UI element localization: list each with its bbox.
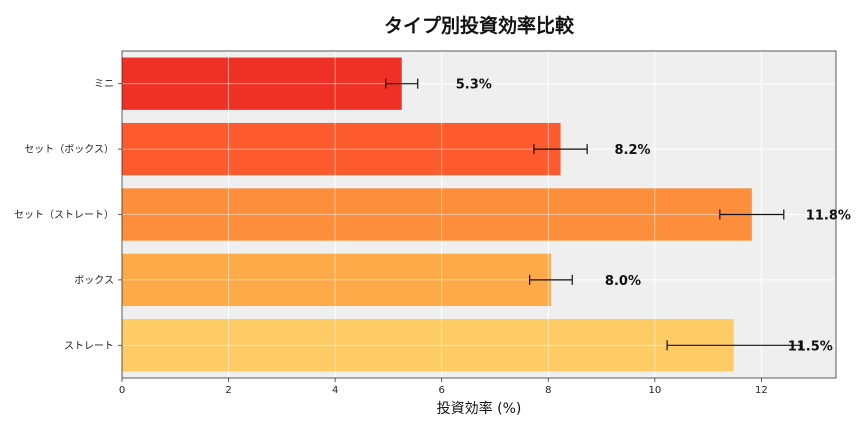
y-tick-label: セット（ストレート） [14, 209, 114, 221]
x-tick-label: 6 [439, 385, 445, 396]
x-axis-label: 投資効率 (%) [437, 400, 522, 417]
bars-layer [122, 57, 752, 372]
x-tick-label: 0 [119, 385, 125, 396]
x-tick-label: 4 [332, 385, 338, 396]
error-bars-layer [385, 78, 801, 351]
data-label: 8.2% [615, 143, 651, 158]
y-tick-label: セット（ボックス） [24, 144, 114, 156]
plot-frame [121, 50, 837, 379]
x-tick-label: 8 [545, 385, 551, 396]
x-tick-label: 12 [755, 385, 768, 396]
data-label: 5.3% [456, 78, 492, 93]
x-axis: 0 2 4 6 8 10 12 [119, 378, 768, 396]
y-tick-label: ボックス [74, 274, 114, 286]
data-label: 8.0% [605, 274, 641, 289]
data-labels-layer: 5.3% 8.2% 11.8% 8.0% 11.5% [456, 78, 851, 355]
y-tick-label: ミニ [94, 79, 114, 90]
x-tick-label: 10 [648, 385, 661, 396]
chart-title: タイプ別投資効率比較 [384, 14, 575, 37]
data-label: 11.5% [788, 339, 833, 354]
data-label: 11.8% [806, 209, 851, 224]
x-tick-label: 2 [225, 385, 231, 396]
y-tick-label: ストレート [64, 341, 114, 352]
